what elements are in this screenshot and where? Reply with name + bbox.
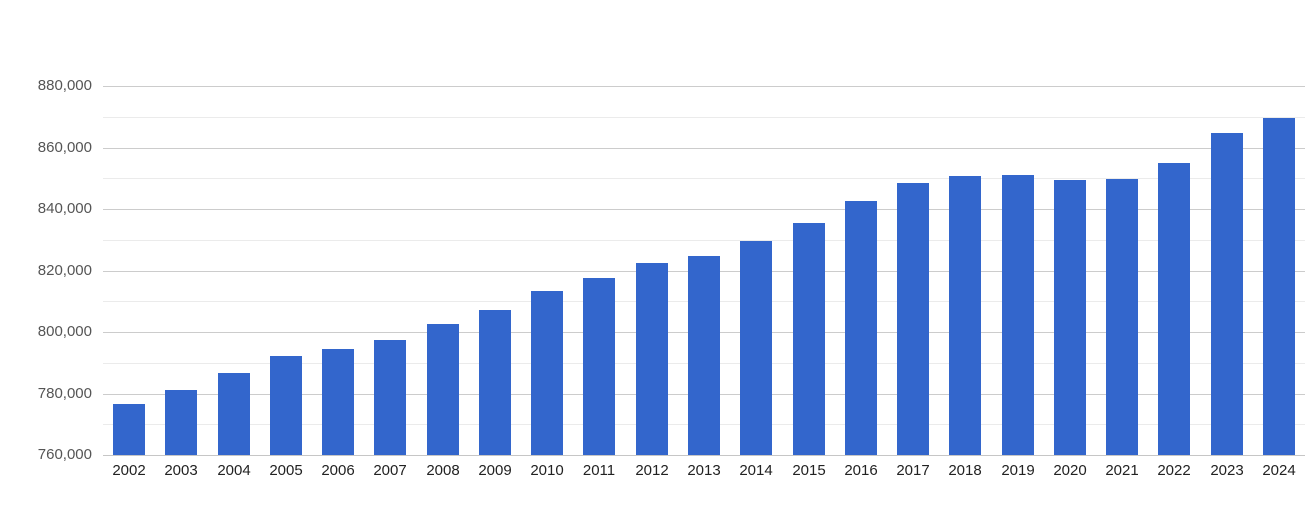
bar-2005[interactable] [270, 356, 302, 455]
bar-2007[interactable] [374, 340, 406, 455]
x-axis-tick-label: 2018 [948, 462, 982, 479]
x-axis-tick-label: 2023 [1210, 462, 1244, 479]
bar-2021[interactable] [1106, 179, 1138, 455]
bar-2010[interactable] [531, 291, 563, 455]
bar-2002[interactable] [113, 404, 145, 455]
bar-2009[interactable] [479, 310, 511, 455]
y-axis-tick-label: 840,000 [37, 200, 92, 217]
bar-2011[interactable] [583, 278, 615, 455]
major-gridline [103, 86, 1305, 87]
y-axis-tick-label: 820,000 [37, 262, 92, 279]
x-axis-tick-label: 2020 [1053, 462, 1087, 479]
x-axis-tick-label: 2009 [478, 462, 512, 479]
x-axis-tick-label: 2017 [896, 462, 930, 479]
x-axis-tick-label: 2008 [426, 462, 460, 479]
y-axis-tick-label: 880,000 [37, 77, 92, 94]
x-axis-tick-label: 2010 [530, 462, 564, 479]
x-axis-tick-label: 2011 [582, 462, 616, 479]
x-axis-tick-label: 2024 [1262, 462, 1296, 479]
x-axis-tick-label: 2021 [1105, 462, 1139, 479]
bar-2003[interactable] [165, 390, 197, 455]
x-axis-tick-label: 2004 [217, 462, 251, 479]
bar-2023[interactable] [1211, 133, 1243, 455]
bar-2020[interactable] [1054, 180, 1086, 455]
y-axis-tick-label: 760,000 [37, 446, 92, 463]
y-axis-tick-label: 860,000 [37, 139, 92, 156]
y-axis-tick-label: 780,000 [37, 385, 92, 402]
x-axis-tick-label: 2015 [792, 462, 826, 479]
bar-2022[interactable] [1158, 163, 1190, 455]
bar-2008[interactable] [427, 324, 459, 455]
bar-2016[interactable] [845, 201, 877, 455]
x-axis-tick-label: 2016 [844, 462, 878, 479]
minor-gridline [103, 117, 1305, 118]
bar-2018[interactable] [949, 176, 981, 455]
y-axis-tick-label: 800,000 [37, 323, 92, 340]
bar-2013[interactable] [688, 256, 720, 455]
bar-2017[interactable] [897, 183, 929, 455]
bar-2024[interactable] [1263, 118, 1295, 455]
bar-2019[interactable] [1002, 175, 1034, 455]
x-axis-tick-label: 2013 [687, 462, 721, 479]
x-axis-tick-label: 2012 [635, 462, 669, 479]
major-gridline [103, 148, 1305, 149]
bar-2004[interactable] [218, 373, 250, 455]
x-axis-tick-label: 2003 [164, 462, 198, 479]
bar-2014[interactable] [740, 241, 772, 455]
axis-baseline [103, 455, 1305, 456]
bar-2015[interactable] [793, 223, 825, 455]
x-axis-tick-label: 2006 [321, 462, 355, 479]
x-axis-tick-label: 2007 [373, 462, 407, 479]
bar-2006[interactable] [322, 349, 354, 455]
x-axis-tick-label: 2022 [1157, 462, 1191, 479]
x-axis-tick-label: 2005 [269, 462, 303, 479]
x-axis-tick-label: 2019 [1001, 462, 1035, 479]
bar-2012[interactable] [636, 263, 668, 455]
x-axis-tick-label: 2002 [112, 462, 146, 479]
x-axis-tick-label: 2014 [739, 462, 773, 479]
